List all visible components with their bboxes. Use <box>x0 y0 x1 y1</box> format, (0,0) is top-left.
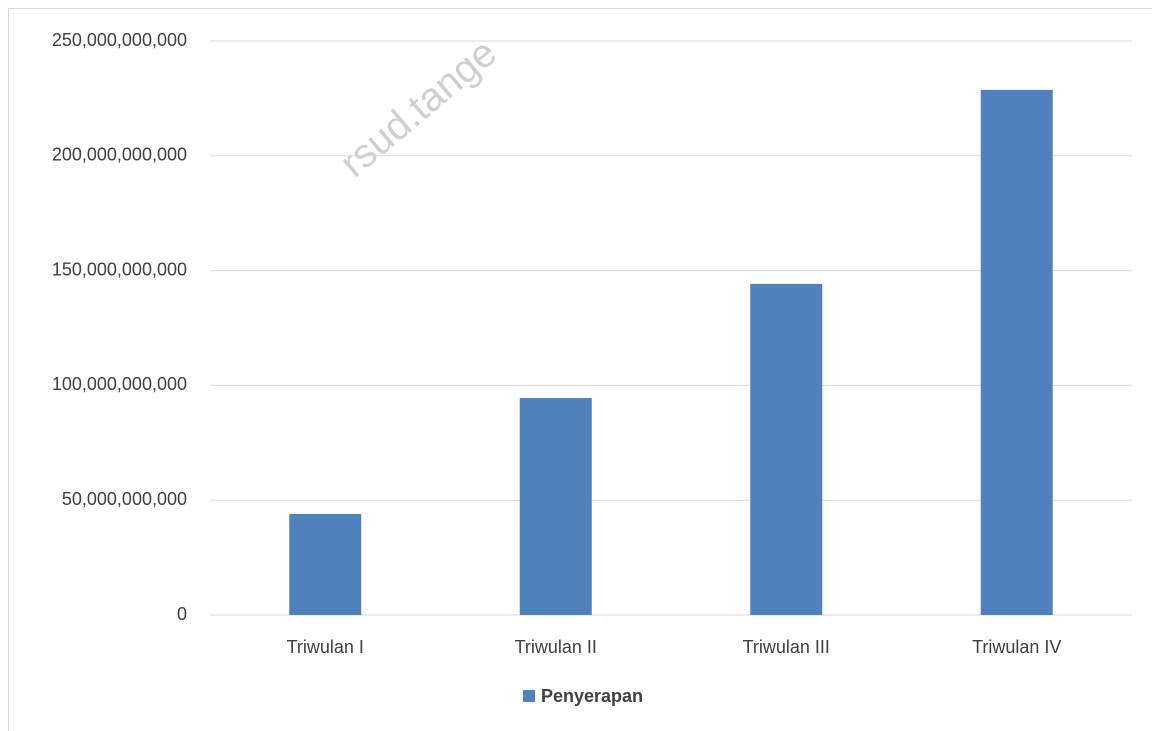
bar <box>289 513 362 615</box>
y-tick-label: 50,000,000,000 <box>62 489 187 509</box>
legend-label: Penyerapan <box>541 686 643 706</box>
legend-swatch <box>523 690 535 702</box>
bar <box>750 283 823 615</box>
y-tick-label: 250,000,000,000 <box>52 30 187 50</box>
x-tick-label: Triwulan II <box>515 637 597 657</box>
y-tick-label: 0 <box>177 604 187 624</box>
x-tick-label: Triwulan I <box>287 637 364 657</box>
x-tick-label: Triwulan IV <box>972 637 1061 657</box>
y-tick-label: 200,000,000,000 <box>52 145 187 165</box>
bar <box>519 398 592 615</box>
x-tick-label: Triwulan III <box>743 637 830 657</box>
y-tick-label: 100,000,000,000 <box>52 374 187 394</box>
bar <box>980 89 1053 616</box>
y-tick-label: 150,000,000,000 <box>52 259 187 279</box>
